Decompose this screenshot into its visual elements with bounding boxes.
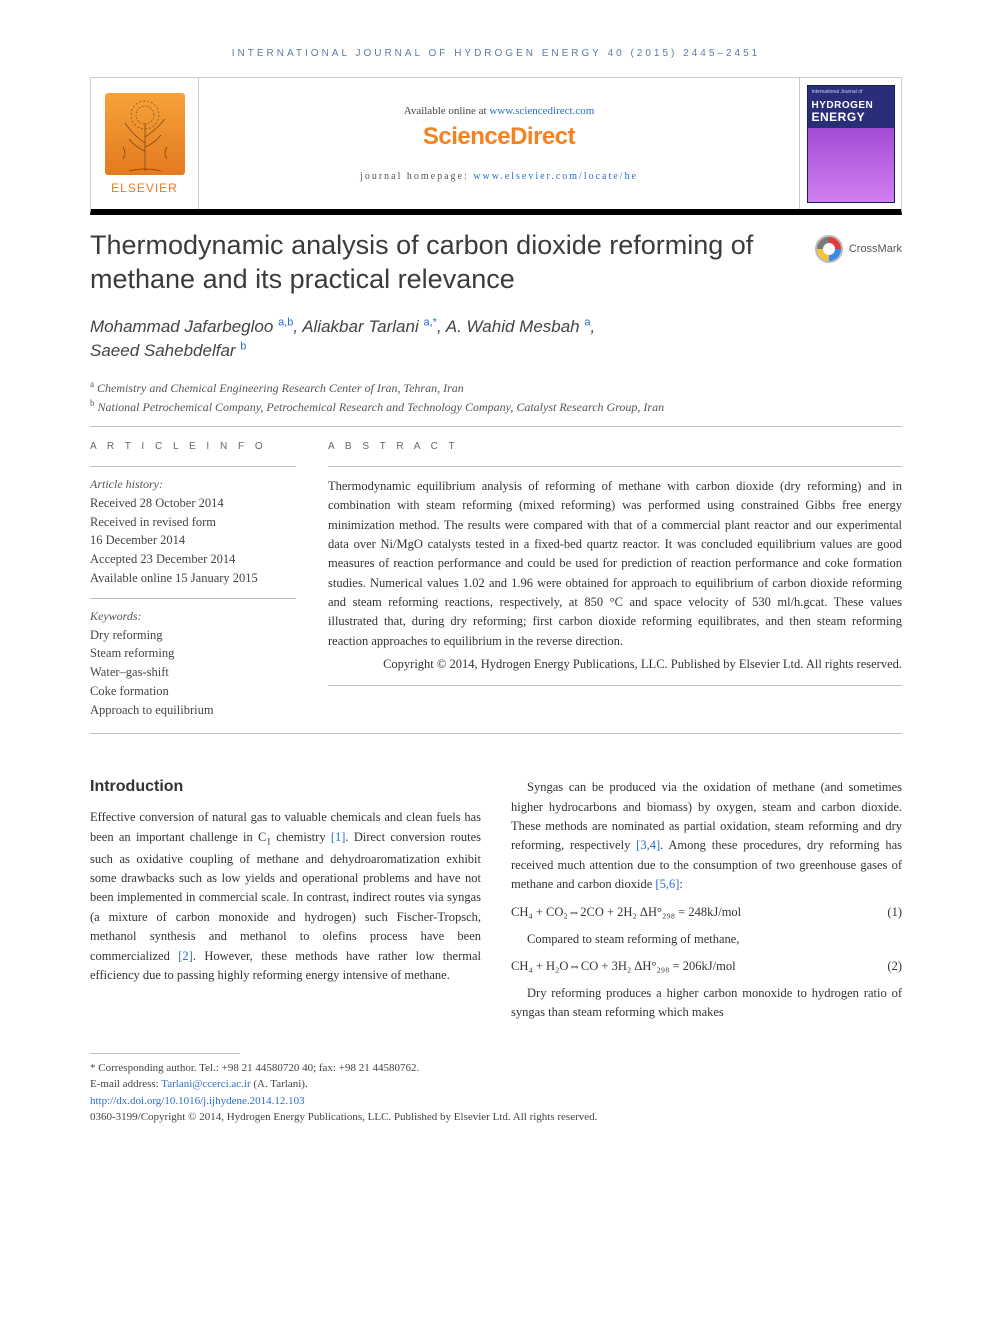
- ref-34-link[interactable]: [3,4]: [636, 838, 660, 852]
- divider: [328, 466, 902, 467]
- ref-1-link[interactable]: [1]: [331, 830, 346, 844]
- abstract-copyright: Copyright © 2014, Hydrogen Energy Public…: [328, 655, 902, 674]
- equation-1: CH₄ + CO₂⇔2CO + 2H₂ ΔH°₂₉₈ = 248kJ/mol (…: [511, 905, 902, 920]
- article-history-label: Article history:: [90, 477, 296, 492]
- left-column: Introduction Effective conversion of nat…: [90, 778, 481, 1022]
- ref-2-link[interactable]: [2]: [178, 949, 193, 963]
- affiliations: a Chemistry and Chemical Engineering Res…: [90, 378, 902, 416]
- journal-homepage-link[interactable]: www.elsevier.com/locate/he: [473, 171, 638, 182]
- article-info-head: A R T I C L E I N F O: [90, 441, 296, 452]
- article-info-column: A R T I C L E I N F O Article history: R…: [90, 441, 296, 720]
- affiliation-b: b National Petrochemical Company, Petroc…: [90, 397, 902, 416]
- keyword-5: Approach to equilibrium: [90, 701, 296, 720]
- equation-2-number: (2): [876, 959, 902, 974]
- masthead: ELSEVIER Available online at www.science…: [90, 77, 902, 215]
- crossmark-widget[interactable]: CrossMark: [815, 235, 902, 263]
- history-revised-date: 16 December 2014: [90, 531, 296, 550]
- divider: [90, 466, 296, 467]
- abstract-column: A B S T R A C T Thermodynamic equilibriu…: [328, 441, 902, 720]
- publisher-logo-block: ELSEVIER: [91, 78, 199, 209]
- history-accepted: Accepted 23 December 2014: [90, 550, 296, 569]
- email-who: (A. Tarlani).: [251, 1078, 308, 1090]
- journal-cover-block: International Journal of HYDROGEN ENERGY: [799, 78, 901, 209]
- compared-line: Compared to steam reforming of methane,: [511, 930, 902, 949]
- cover-top-text: International Journal of: [812, 90, 890, 96]
- email-label: E-mail address:: [90, 1078, 161, 1090]
- equation-1-number: (1): [876, 905, 902, 920]
- keyword-1: Dry reforming: [90, 626, 296, 645]
- email-line: E-mail address: Tarlani@ccerci.ac.ir (A.…: [90, 1076, 902, 1093]
- affiliation-a: a Chemistry and Chemical Engineering Res…: [90, 378, 902, 397]
- crossmark-icon: [815, 235, 843, 263]
- author-4-affil[interactable]: b: [240, 340, 246, 352]
- divider: [90, 598, 296, 599]
- running-head: INTERNATIONAL JOURNAL OF HYDROGEN ENERGY…: [90, 48, 902, 59]
- author-list: Mohammad Jafarbegloo a,b, Aliakbar Tarla…: [90, 315, 902, 364]
- right-paragraph-1: Syngas can be produced via the oxidation…: [511, 778, 902, 894]
- keyword-3: Water–gas-shift: [90, 663, 296, 682]
- crossmark-label: CrossMark: [849, 243, 902, 255]
- history-received: Received 28 October 2014: [90, 494, 296, 513]
- affiliation-b-text: National Petrochemical Company, Petroche…: [98, 400, 665, 414]
- author-1: Mohammad Jafarbegloo: [90, 317, 273, 336]
- publisher-name: ELSEVIER: [111, 181, 178, 195]
- p1-seg-c: . Direct conversion routes such as oxida…: [90, 830, 481, 963]
- author-2: Aliakbar Tarlani: [302, 317, 419, 336]
- masthead-center: Available online at www.sciencedirect.co…: [199, 78, 799, 209]
- email-link[interactable]: Tarlani@ccerci.ac.ir: [161, 1078, 250, 1090]
- divider: [90, 426, 902, 427]
- author-2-affil[interactable]: a,*: [423, 316, 436, 328]
- sciencedirect-url-link[interactable]: www.sciencedirect.com: [489, 105, 594, 117]
- journal-home-prefix: journal homepage:: [360, 171, 473, 182]
- footer-copyright: 0360-3199/Copyright © 2014, Hydrogen Ene…: [90, 1111, 902, 1123]
- elsevier-tree-icon: [105, 93, 185, 175]
- author-4: Saeed Sahebdelfar: [90, 341, 236, 360]
- available-prefix: Available online at: [404, 105, 490, 117]
- cover-energy-text: ENERGY: [812, 110, 890, 124]
- corresponding-author: * Corresponding author. Tel.: +98 21 445…: [90, 1060, 902, 1077]
- sd-logo-text: ScienceDirect: [423, 123, 575, 150]
- equation-2: CH₄ + H₂O⇔CO + 3H₂ ΔH°₂₉₈ = 206kJ/mol (2…: [511, 959, 902, 974]
- intro-paragraph-1: Effective conversion of natural gas to v…: [90, 808, 481, 985]
- author-3: A. Wahid Mesbah: [446, 317, 580, 336]
- p1-seg-b: chemistry: [271, 830, 331, 844]
- keyword-2: Steam reforming: [90, 644, 296, 663]
- equation-2-body: CH₄ + H₂O⇔CO + 3H₂ ΔH°₂₉₈ = 206kJ/mol: [511, 959, 736, 974]
- divider: [328, 685, 902, 686]
- doi-link[interactable]: http://dx.doi.org/10.1016/j.ijhydene.201…: [90, 1095, 305, 1107]
- history-revised-label: Received in revised form: [90, 513, 296, 532]
- journal-cover-icon: International Journal of HYDROGEN ENERGY: [807, 85, 895, 203]
- keyword-4: Coke formation: [90, 682, 296, 701]
- page-footer: * Corresponding author. Tel.: +98 21 445…: [90, 1053, 902, 1124]
- footnote-rule: [90, 1053, 240, 1054]
- keywords-label: Keywords:: [90, 609, 296, 624]
- equation-1-body: CH₄ + CO₂⇔2CO + 2H₂ ΔH°₂₉₈ = 248kJ/mol: [511, 905, 741, 920]
- abstract-head: A B S T R A C T: [328, 441, 902, 452]
- affiliation-a-text: Chemistry and Chemical Engineering Resea…: [97, 381, 464, 395]
- journal-homepage-line: journal homepage: www.elsevier.com/locat…: [360, 171, 638, 182]
- divider: [90, 733, 902, 734]
- sciencedirect-logo: ScienceDirect: [423, 123, 575, 151]
- abstract-text: Thermodynamic equilibrium analysis of re…: [328, 477, 902, 651]
- rp1-seg-c: :: [679, 877, 682, 891]
- right-column: Syngas can be produced via the oxidation…: [511, 778, 902, 1022]
- author-1-affil[interactable]: a,b: [278, 316, 293, 328]
- article-title: Thermodynamic analysis of carbon dioxide…: [90, 229, 795, 297]
- author-3-affil[interactable]: a: [584, 316, 590, 328]
- ref-56-link[interactable]: [5,6]: [655, 877, 679, 891]
- right-paragraph-2: Dry reforming produces a higher carbon m…: [511, 984, 902, 1023]
- introduction-heading: Introduction: [90, 778, 481, 796]
- history-online: Available online 15 January 2015: [90, 569, 296, 588]
- available-online-line: Available online at www.sciencedirect.co…: [404, 105, 595, 117]
